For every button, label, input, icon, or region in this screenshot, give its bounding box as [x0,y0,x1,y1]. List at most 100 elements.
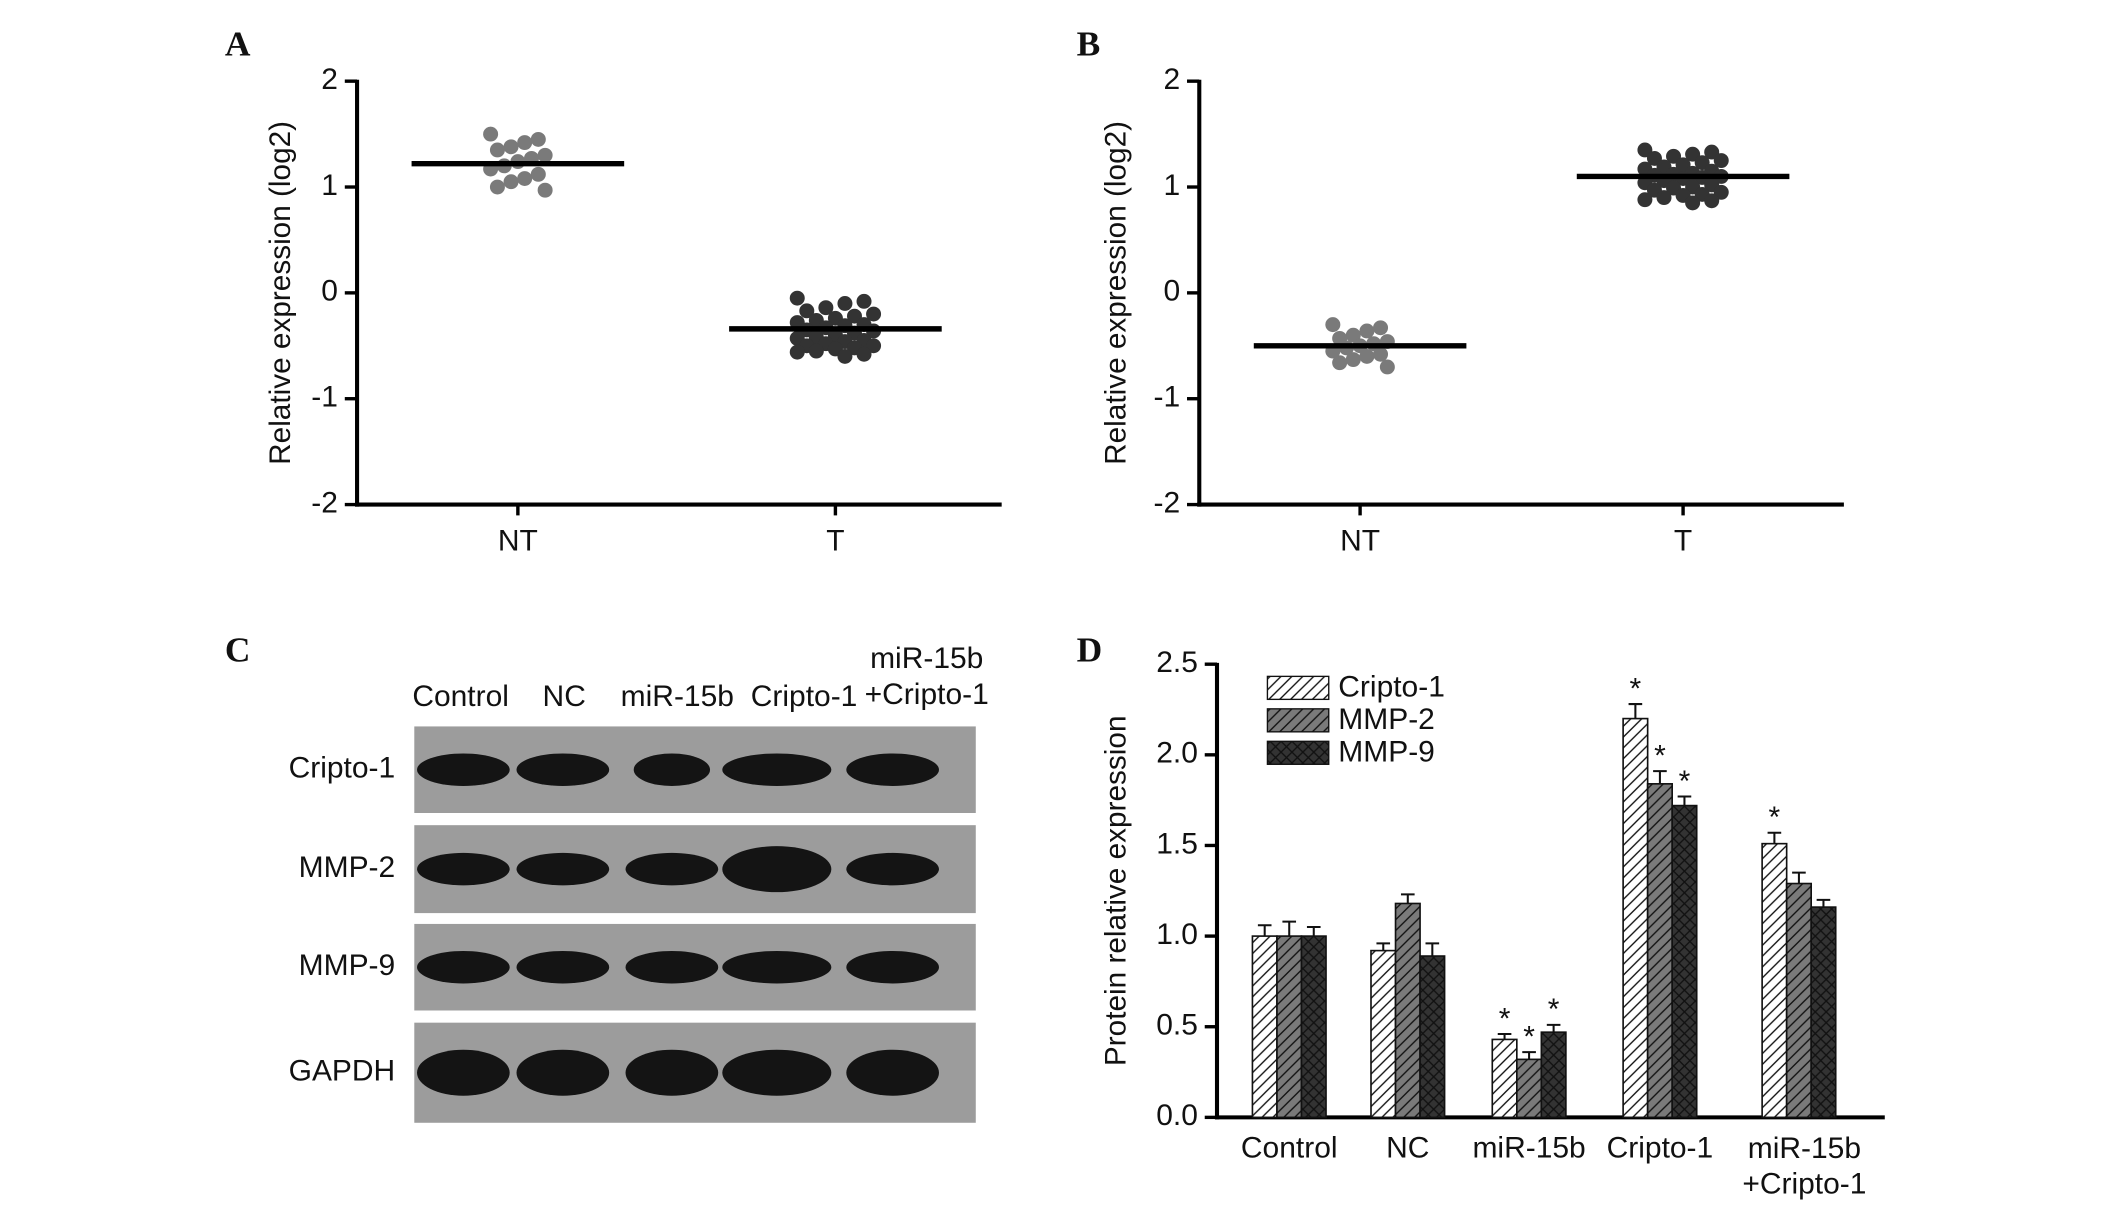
data-point [837,348,853,364]
bar [1394,902,1421,1119]
y-tick-label: 1 [1164,169,1181,202]
blot-band [516,852,610,886]
data-point [489,142,505,158]
data-point [1685,146,1701,162]
error-bar [1816,898,1831,908]
legend-label: MMP-2 [1338,703,1435,736]
y-tick-label: 1.5 [1156,827,1198,860]
data-point [1359,323,1375,339]
data-point [1332,355,1348,371]
blot-band [846,950,939,984]
blot-band [625,852,719,886]
blot-band [516,753,610,786]
data-point [1704,193,1720,209]
legend-swatch [1266,740,1330,765]
x-tick-label: T [1674,524,1692,557]
bar [1540,1031,1567,1119]
significance-mark: * [1679,765,1691,798]
y-tick-label: 0.0 [1156,1099,1198,1132]
error-bar [1522,1051,1536,1060]
lane-label: Cripto-1 [751,680,858,713]
y-tick-label: -1 [1154,381,1181,414]
data-point [517,135,533,150]
blot-band [516,1049,610,1096]
data-point [1704,144,1720,160]
y-tick-label: 1 [321,169,338,202]
bar [1671,804,1698,1119]
data-point [1345,352,1361,367]
y-tick-label: 1.0 [1156,918,1198,951]
error-bar [1282,920,1297,937]
error-bar [1306,926,1321,937]
data-point [1675,157,1691,173]
y-tick-label: 2 [321,63,338,96]
data-point [503,139,519,155]
data-point [1656,190,1672,206]
data-point [517,171,533,186]
data-point [1666,148,1682,164]
data-point [1637,192,1653,208]
lane-label: miR-15b +Cripto-1 [865,642,989,711]
blot-band [625,1049,719,1096]
error-bar [1628,703,1643,719]
bar [1419,955,1446,1119]
data-point [866,338,882,354]
lane-label: miR-15b [621,680,734,713]
data-point [483,126,499,142]
x-tick-label: NT [498,524,538,557]
data-point [789,344,805,360]
x-tick-label: miR-15b +Cripto-1 [1742,1132,1866,1201]
blot-band [417,852,510,886]
panel-letter: A [225,25,251,64]
data-point [489,179,505,195]
legend-label: MMP-9 [1338,735,1435,768]
data-point [866,306,882,322]
data-point [1646,150,1662,166]
bar [1810,906,1837,1119]
bar [1516,1058,1543,1119]
blot-band [846,852,939,886]
significance-mark: * [1499,1002,1511,1035]
blot-band [516,950,610,984]
data-point [856,293,872,309]
panel-letter: B [1077,25,1101,64]
y-axis-label: Relative expression (log2) [1099,121,1132,465]
error-bar [1677,795,1692,806]
data-point [537,147,553,163]
row-label: MMP-9 [299,949,396,982]
y-tick-label: -2 [1154,487,1181,520]
data-point [1713,153,1729,168]
blot-band [625,950,719,984]
bar [1785,882,1813,1119]
data-point [1694,155,1710,171]
bar [1761,842,1788,1119]
y-tick-label: 0 [1164,275,1181,308]
panel-letter: C [225,631,251,670]
blot-band [846,753,939,786]
data-point [537,182,553,198]
x-tick-label: miR-15b [1472,1132,1585,1165]
blot-band [633,753,711,786]
blot-band [417,753,510,786]
error-bar [1497,1032,1512,1040]
data-point [1685,195,1701,211]
y-tick-label: 0 [321,275,338,308]
y-tick-label: -1 [311,381,338,414]
error-bar [1257,924,1272,937]
error-bar [1425,942,1440,957]
significance-mark: * [1654,740,1666,773]
error-bar [1546,1023,1561,1033]
data-point [1325,317,1341,333]
x-tick-label: NT [1340,524,1380,557]
blot-band [417,950,510,984]
y-axis-label: Protein relative expression [1099,716,1132,1067]
data-point [530,131,546,147]
bar [1300,935,1327,1119]
lane-label: Control [412,680,509,713]
error-bar [1767,831,1782,844]
significance-mark: * [1769,801,1781,834]
data-point [846,308,862,324]
significance-mark: * [1630,673,1642,706]
legend-swatch [1266,675,1330,701]
